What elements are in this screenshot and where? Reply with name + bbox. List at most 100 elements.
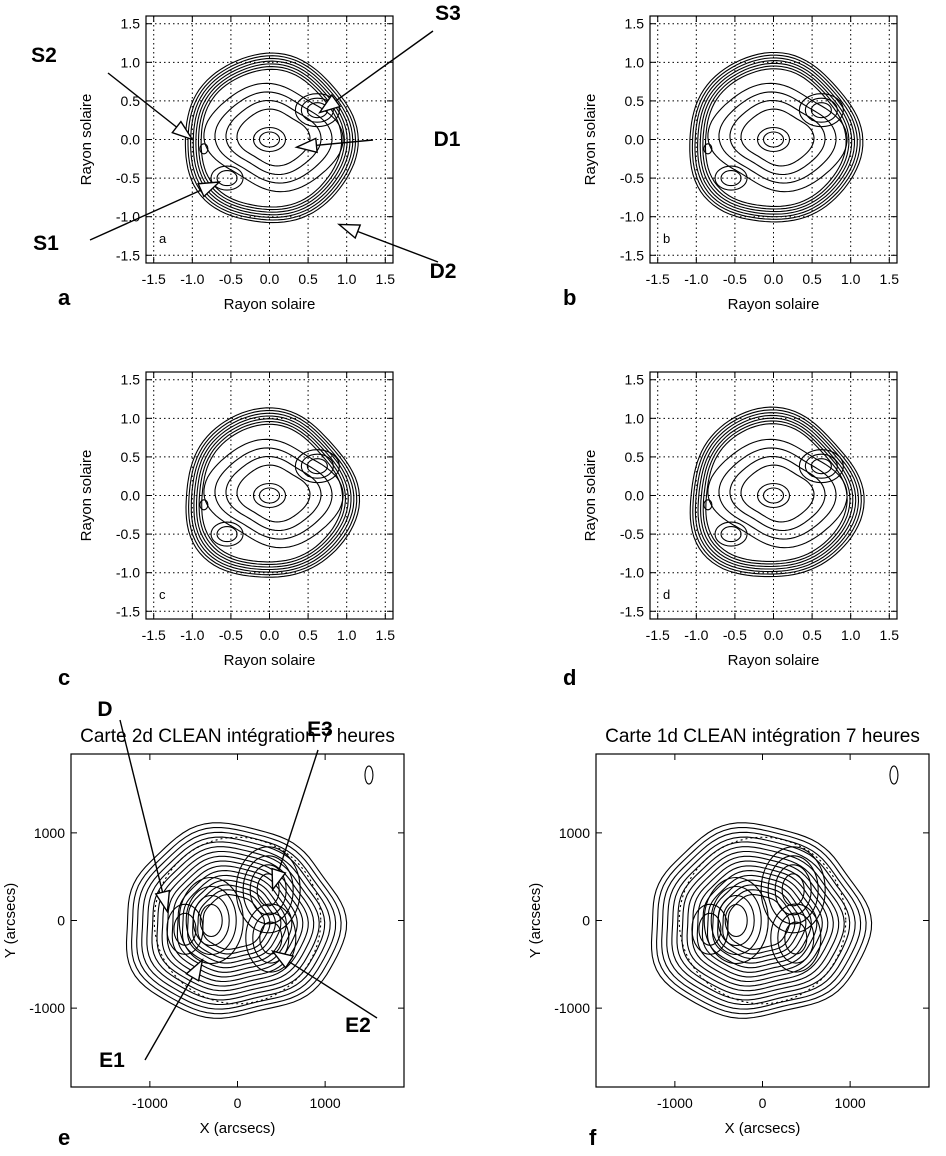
y-tick-label: 0 (57, 913, 65, 929)
contour-map (689, 406, 865, 578)
contour-line (767, 855, 819, 925)
contour-line (756, 482, 791, 509)
contour-line (697, 60, 856, 215)
annotation-arrow-head (154, 889, 171, 914)
contour-line (199, 143, 209, 155)
contour-line (252, 912, 290, 964)
y-axis-label: Rayon solaire (78, 94, 95, 186)
y-tick-label: -1.0 (620, 209, 644, 225)
contour-line (720, 526, 742, 543)
x-tick-label: 1.0 (841, 271, 861, 287)
annotation-arrow-head (171, 120, 194, 141)
x-tick-label: 1.5 (376, 627, 396, 643)
x-axis-label: Rayon solaire (728, 296, 820, 313)
panel-inner-label: a (159, 231, 167, 246)
x-axis-label: Rayon solaire (728, 652, 820, 669)
contour-map (689, 51, 864, 223)
chart-panel-b: -1.5 -1.0 -0.5 0.0 0.5 1.0 1.5 -1.5 -1.0 -0.5 0.0 0… (563, 15, 900, 313)
chart-panel-c: -1.5 -1.0 -0.5 0.0 0.5 1.0 1.5 -1.5 -1.0 -0.5 0.0 0… (58, 371, 396, 690)
annotation-label: E3 (307, 718, 333, 741)
contour-line (774, 864, 812, 916)
x-axis-label: Rayon solaire (224, 652, 316, 669)
x-tick-label: 0.5 (298, 627, 318, 643)
contour-map (184, 52, 359, 224)
chart-panel-a: -1.5 -1.0 -0.5 0.0 0.5 1.0 1.5-1.5-1.0-0.50.00… (31, 2, 461, 313)
solar-limb (678, 836, 847, 1005)
annotation-label: S2 (31, 44, 57, 67)
contour-line (676, 846, 845, 996)
contour-line (193, 415, 352, 571)
y-tick-label: 0.5 (121, 449, 141, 465)
y-tick-label: -0.5 (116, 170, 140, 186)
x-tick-label: -1000 (132, 1095, 168, 1111)
contour-line (718, 91, 837, 184)
x-tick-label: -1.5 (142, 271, 166, 287)
contour-line (294, 93, 340, 128)
contour-line (656, 827, 867, 1015)
contour-line (190, 412, 355, 573)
chart-panel-d: -1.5 -1.0 -0.5 0.0 0.5 1.0 1.5 -1.5 -1.0 -0.5 0.0 0… (563, 371, 899, 690)
contour-line (689, 406, 865, 578)
contour-line (762, 131, 785, 148)
contour-line (203, 438, 344, 549)
contour-line (199, 499, 209, 511)
x-tick-label: 1.0 (337, 271, 357, 287)
annotation-arrow-head (294, 137, 318, 154)
contour-line (804, 97, 838, 123)
contour-line (703, 876, 769, 965)
contour-line (798, 449, 844, 484)
annotation-arrow-line (316, 139, 374, 147)
contour-line (225, 455, 322, 532)
y-tick-label: -1.5 (116, 247, 140, 263)
y-tick-label: 1000 (559, 825, 590, 841)
contour-line (192, 894, 230, 947)
contour-line (740, 464, 815, 523)
y-tick-label: -0.5 (620, 170, 644, 186)
panel-letter: f (589, 1125, 597, 1150)
x-tick-label: -0.5 (723, 627, 747, 643)
y-tick-label: 0.0 (121, 132, 141, 148)
contour-line (161, 855, 309, 987)
contour-line (188, 410, 358, 576)
contour-line (702, 420, 851, 565)
beam-ellipse (364, 765, 374, 785)
panel-title: Carte 1d CLEAN intégration 7 heures (605, 726, 920, 747)
contour-line (804, 453, 838, 479)
annotation-arrow-line (89, 189, 202, 241)
y-tick-label: 0.5 (625, 93, 645, 109)
contour-line (717, 894, 755, 947)
contour-line (214, 447, 333, 540)
x-tick-label: -1000 (657, 1095, 693, 1111)
annotation-arrow-head (270, 950, 295, 970)
contour-line (235, 846, 301, 934)
x-tick-label: 1000 (835, 1095, 866, 1111)
y-tick-label: 0.0 (625, 488, 645, 504)
y-tick-label: -1000 (554, 1000, 590, 1016)
panel-inner-label: c (159, 587, 166, 602)
contour-line (201, 423, 344, 563)
y-tick-label: 1.0 (625, 54, 645, 70)
contour-line (691, 903, 729, 955)
contour-line (300, 97, 334, 123)
contour-line (125, 822, 348, 1019)
contour-line (798, 93, 844, 128)
contour-line (689, 51, 864, 223)
panel-inner-label: d (663, 587, 670, 602)
contour-line (195, 418, 349, 568)
contour-line (784, 921, 808, 955)
contour-line (714, 521, 748, 547)
x-tick-label: 1.5 (880, 271, 900, 287)
contour-line (692, 409, 862, 575)
contour-line (717, 884, 801, 960)
contour-line (192, 884, 276, 960)
plot-frame (70, 753, 405, 1088)
y-tick-label: 1.0 (625, 410, 645, 426)
contour-map (185, 407, 361, 578)
contour-line (198, 420, 346, 565)
contour-map (125, 765, 374, 1019)
contour-line (666, 836, 856, 1006)
x-tick-label: 1.5 (376, 271, 396, 287)
annotation-label: D1 (434, 128, 461, 151)
annotation-arrow-head (271, 867, 287, 892)
contour-line (770, 903, 822, 973)
